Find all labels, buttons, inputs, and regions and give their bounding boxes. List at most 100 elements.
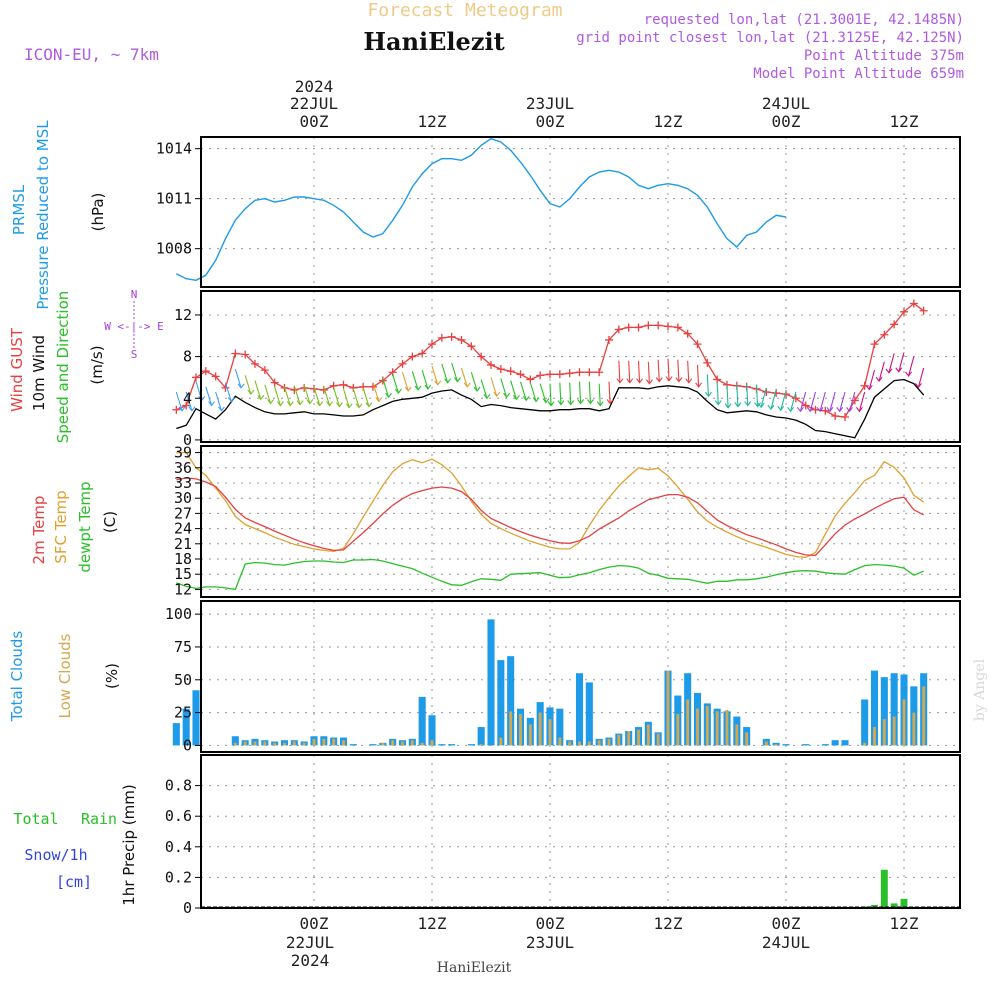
- gust-marker: [378, 376, 387, 385]
- ytick-label-pressure-1: 1011: [156, 190, 192, 208]
- sfc-temp-line: [176, 451, 925, 559]
- gust-marker: [182, 401, 191, 410]
- gust-marker: [487, 360, 495, 369]
- gust-marker: [516, 370, 525, 379]
- wind-direction-arrow: [588, 381, 591, 404]
- wind-arrowhead: [905, 371, 912, 377]
- label-prmsl: PRMSL: [10, 184, 28, 235]
- low-cloud-bar: [568, 741, 572, 746]
- wind-arrowhead: [865, 385, 873, 391]
- low-cloud-bar: [607, 738, 611, 746]
- total-cloud-bar: [821, 744, 829, 746]
- total-cloud-bar: [880, 677, 888, 746]
- ytick-label-temperature-1: 15: [174, 565, 192, 583]
- gust-marker: [339, 380, 348, 389]
- wind-direction-arrow: [480, 379, 488, 399]
- panel-frame-wind: [200, 290, 961, 443]
- gust-marker: [624, 323, 633, 332]
- gust-marker: [270, 378, 279, 387]
- wind-arrowhead: [675, 377, 683, 383]
- wind-direction-arrow: [667, 358, 670, 381]
- gust-marker: [496, 365, 505, 374]
- low-cloud-bar: [774, 744, 778, 746]
- location-title: HaniElezit: [363, 27, 504, 56]
- wind-arrowhead: [335, 402, 343, 408]
- wind-direction-arrow: [392, 374, 399, 394]
- model-label: ICON-EU, ~ 7km: [24, 45, 159, 64]
- gust-marker: [447, 332, 456, 341]
- label-pressure-msl: Pressure Reduced to MSL: [34, 120, 52, 310]
- watermark: by Angel: [972, 658, 988, 721]
- bottom-tick-1: 12Z: [418, 914, 447, 933]
- wind-arrowhead: [414, 385, 422, 391]
- total-cloud-bar: [507, 656, 515, 746]
- gust-marker: [605, 335, 613, 344]
- low-cloud-bar: [322, 738, 326, 746]
- low-cloud-bar: [912, 712, 916, 746]
- wind-direction-arrow: [760, 387, 767, 408]
- low-cloud-bar: [381, 742, 385, 746]
- wind-direction-arrow: [628, 360, 631, 383]
- wind-direction-arrow: [264, 384, 272, 404]
- wind-direction-arrow: [254, 380, 262, 400]
- gust-marker: [575, 368, 584, 377]
- wind-arrowhead: [606, 399, 614, 405]
- total-cloud-bar: [369, 744, 377, 746]
- bottom-tick-4: 00Z: [772, 914, 801, 933]
- low-cloud-bar: [715, 711, 719, 746]
- wind-arrowhead: [826, 406, 834, 413]
- rain-bar: [900, 898, 908, 908]
- gust-marker: [634, 323, 643, 332]
- gridpoint-coords: grid point closest lon,lat (21.3125E, 42…: [576, 30, 964, 46]
- wind-arrowhead: [875, 376, 883, 383]
- ytick-label-wind-1: 4: [183, 389, 192, 407]
- gust-marker: [408, 352, 417, 361]
- gust-marker: [221, 383, 230, 392]
- gust-marker: [909, 299, 918, 308]
- gust-marker: [870, 340, 879, 349]
- model-altitude: Model Point Altitude 659m: [753, 66, 964, 82]
- total-cloud-bar: [890, 673, 898, 746]
- total-cloud-bar: [477, 727, 485, 746]
- rain-bar: [871, 904, 878, 908]
- total-cloud-bar: [585, 682, 593, 746]
- gust-marker: [251, 359, 259, 368]
- footer-location: HaniElezit: [437, 960, 512, 976]
- ytick-label-precipitation-3: 0.6: [165, 807, 192, 825]
- ytick-label-clouds-4: 100: [165, 605, 192, 623]
- wind-arrowhead: [296, 400, 304, 406]
- wind-arrowhead: [734, 402, 742, 408]
- wind-arrowhead: [237, 383, 245, 389]
- gust-marker: [428, 340, 436, 349]
- wind-direction-arrow: [780, 390, 787, 411]
- wind-arrowhead: [596, 401, 604, 407]
- low-cloud-bar: [548, 719, 552, 746]
- wind-arrowhead: [503, 392, 511, 399]
- wind-direction-arrow: [687, 360, 690, 383]
- wind-arrowhead: [532, 397, 540, 403]
- wind-direction-arrow: [677, 359, 680, 382]
- marks-layer: [172, 137, 960, 908]
- gust-marker: [585, 368, 594, 377]
- ytick-label-temperature-7: 33: [174, 474, 192, 492]
- wind-direction-arrow: [411, 371, 419, 391]
- label-cm: [cm]: [56, 873, 92, 891]
- bottom-tick-2: 00Z: [536, 914, 565, 933]
- label-percent: (%): [103, 663, 121, 689]
- top-tick-1: 12Z: [418, 112, 447, 131]
- wind-arrowhead: [855, 406, 863, 413]
- total-cloud-bar: [349, 744, 357, 746]
- ytick-label-temperature-9: 39: [174, 444, 192, 462]
- wind-direction-arrow: [519, 381, 527, 401]
- total-cloud-bar: [841, 740, 849, 746]
- wind-direction-arrow: [303, 384, 311, 404]
- low-cloud-bar: [922, 686, 926, 746]
- wind-arrowhead: [434, 380, 442, 386]
- gust-marker: [310, 384, 318, 393]
- gust-marker: [693, 340, 702, 349]
- wind-direction-arrow: [500, 378, 508, 398]
- gust-marker: [860, 381, 869, 390]
- wind-direction-arrow: [578, 381, 582, 404]
- ytick-label-temperature-0: 12: [174, 580, 192, 598]
- wind-direction-arrow: [441, 363, 449, 383]
